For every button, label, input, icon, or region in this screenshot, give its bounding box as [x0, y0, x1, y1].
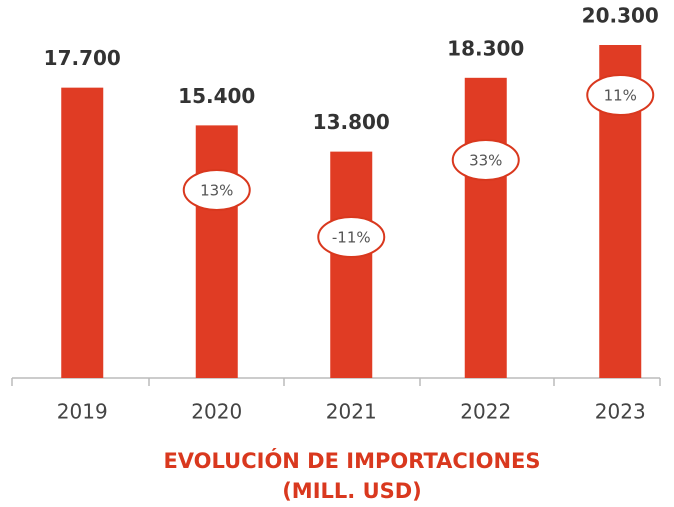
value-label: 20.300: [582, 4, 659, 28]
annotation-ellipse: [451, 139, 520, 181]
annotation: 33%: [469, 152, 502, 170]
x-tick-label: 2022: [460, 400, 511, 424]
bar: [61, 87, 104, 379]
x-tick-label: 2020: [191, 400, 242, 424]
value-label: 18.300: [447, 36, 524, 60]
value-label: 17.700: [44, 46, 121, 70]
chart-title: EVOLUCIÓN DE IMPORTACIONES: [163, 448, 540, 473]
bar: [195, 125, 238, 379]
value-label: 15.400: [178, 84, 255, 108]
chart-subtitle: (MILL. USD): [282, 479, 422, 503]
annotation: 11%: [604, 87, 637, 105]
annotation-ellipse: [586, 74, 655, 116]
x-tick-label: 2021: [326, 400, 377, 424]
annotation-ellipse: [182, 169, 251, 211]
bar: [330, 151, 373, 378]
annotation: -11%: [332, 229, 371, 247]
annotation: 13%: [200, 182, 233, 200]
annotation-ellipse: [317, 216, 386, 258]
x-tick-label: 2019: [57, 400, 108, 424]
value-label: 13.800: [313, 110, 390, 134]
bar: [464, 77, 507, 378]
x-tick-label: 2023: [595, 400, 646, 424]
